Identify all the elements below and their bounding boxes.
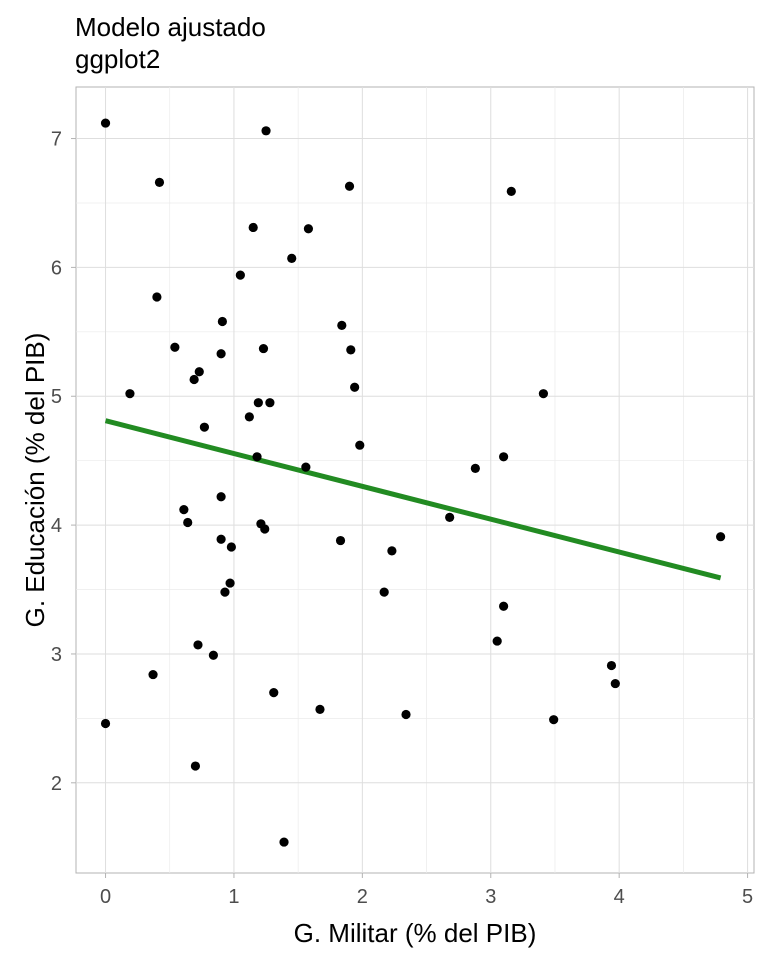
data-point — [220, 587, 230, 597]
data-point — [248, 222, 258, 233]
data-point — [148, 669, 158, 680]
data-point — [100, 718, 111, 729]
data-point — [337, 320, 347, 330]
x-tick-label: 4 — [614, 886, 625, 908]
data-point — [193, 640, 203, 650]
data-point — [216, 534, 226, 544]
axis-ticks: 0 1 2 3 4 5 2 3 4 5 6 7 — [51, 129, 753, 908]
data-point — [506, 186, 516, 196]
data-point — [549, 715, 559, 725]
data-point — [401, 709, 411, 720]
x-tick-label: 2 — [357, 886, 368, 908]
data-point — [344, 181, 355, 191]
y-tick-label: 2 — [51, 773, 62, 795]
data-point — [244, 412, 254, 422]
data-point — [606, 660, 617, 671]
data-point — [217, 316, 227, 327]
data-point — [350, 382, 360, 392]
y-axis-title: G. Educación (% del PIB) — [20, 333, 50, 628]
data-point — [716, 532, 726, 542]
data-point — [355, 440, 365, 450]
data-point — [346, 345, 356, 355]
data-point — [125, 389, 135, 399]
data-point — [252, 452, 262, 462]
data-point — [301, 462, 311, 472]
data-point — [190, 761, 201, 771]
data-point — [225, 578, 235, 588]
data-point — [499, 452, 509, 462]
data-point — [216, 492, 226, 502]
data-point — [179, 505, 189, 515]
data-point — [379, 587, 389, 597]
data-point — [335, 535, 346, 546]
data-point — [189, 374, 199, 385]
data-point — [492, 636, 502, 646]
data-point — [226, 542, 236, 552]
data-point — [170, 342, 180, 352]
data-point — [152, 292, 162, 302]
y-tick-label: 5 — [51, 386, 62, 408]
data-point — [610, 678, 620, 689]
data-point — [387, 546, 397, 556]
x-axis-title: G. Militar (% del PIB) — [294, 918, 537, 948]
data-point — [499, 601, 509, 611]
x-tick-label: 5 — [742, 886, 753, 908]
chart-subtitle: ggplot2 — [75, 44, 161, 74]
data-point — [260, 524, 270, 534]
data-point — [287, 253, 297, 263]
data-point — [303, 224, 314, 234]
data-point — [315, 704, 325, 714]
x-tick-label: 0 — [100, 886, 111, 908]
data-point — [258, 343, 269, 354]
data-point — [154, 177, 165, 187]
x-tick-label: 1 — [228, 886, 239, 908]
y-tick-label: 7 — [51, 129, 62, 151]
plot-panel — [75, 86, 755, 874]
data-point — [194, 367, 204, 377]
y-tick-label: 3 — [51, 644, 62, 666]
data-point — [208, 650, 218, 660]
data-point — [235, 270, 245, 280]
data-point — [265, 398, 275, 408]
y-tick-label: 4 — [51, 515, 62, 537]
data-point — [100, 118, 111, 128]
data-point — [269, 688, 279, 698]
data-point — [261, 126, 271, 136]
data-point — [470, 463, 480, 474]
grid-lines — [76, 87, 754, 873]
data-point — [253, 398, 263, 408]
data-point — [445, 512, 455, 522]
data-point — [279, 837, 289, 847]
y-tick-label: 6 — [51, 257, 62, 279]
regression-line — [104, 418, 722, 581]
data-point — [183, 517, 193, 528]
data-point — [216, 349, 226, 359]
data-point — [538, 389, 549, 399]
data-point — [199, 422, 210, 432]
chart-title: Modelo ajustado — [75, 12, 266, 42]
data-points — [100, 118, 726, 847]
x-tick-label: 3 — [485, 886, 496, 908]
